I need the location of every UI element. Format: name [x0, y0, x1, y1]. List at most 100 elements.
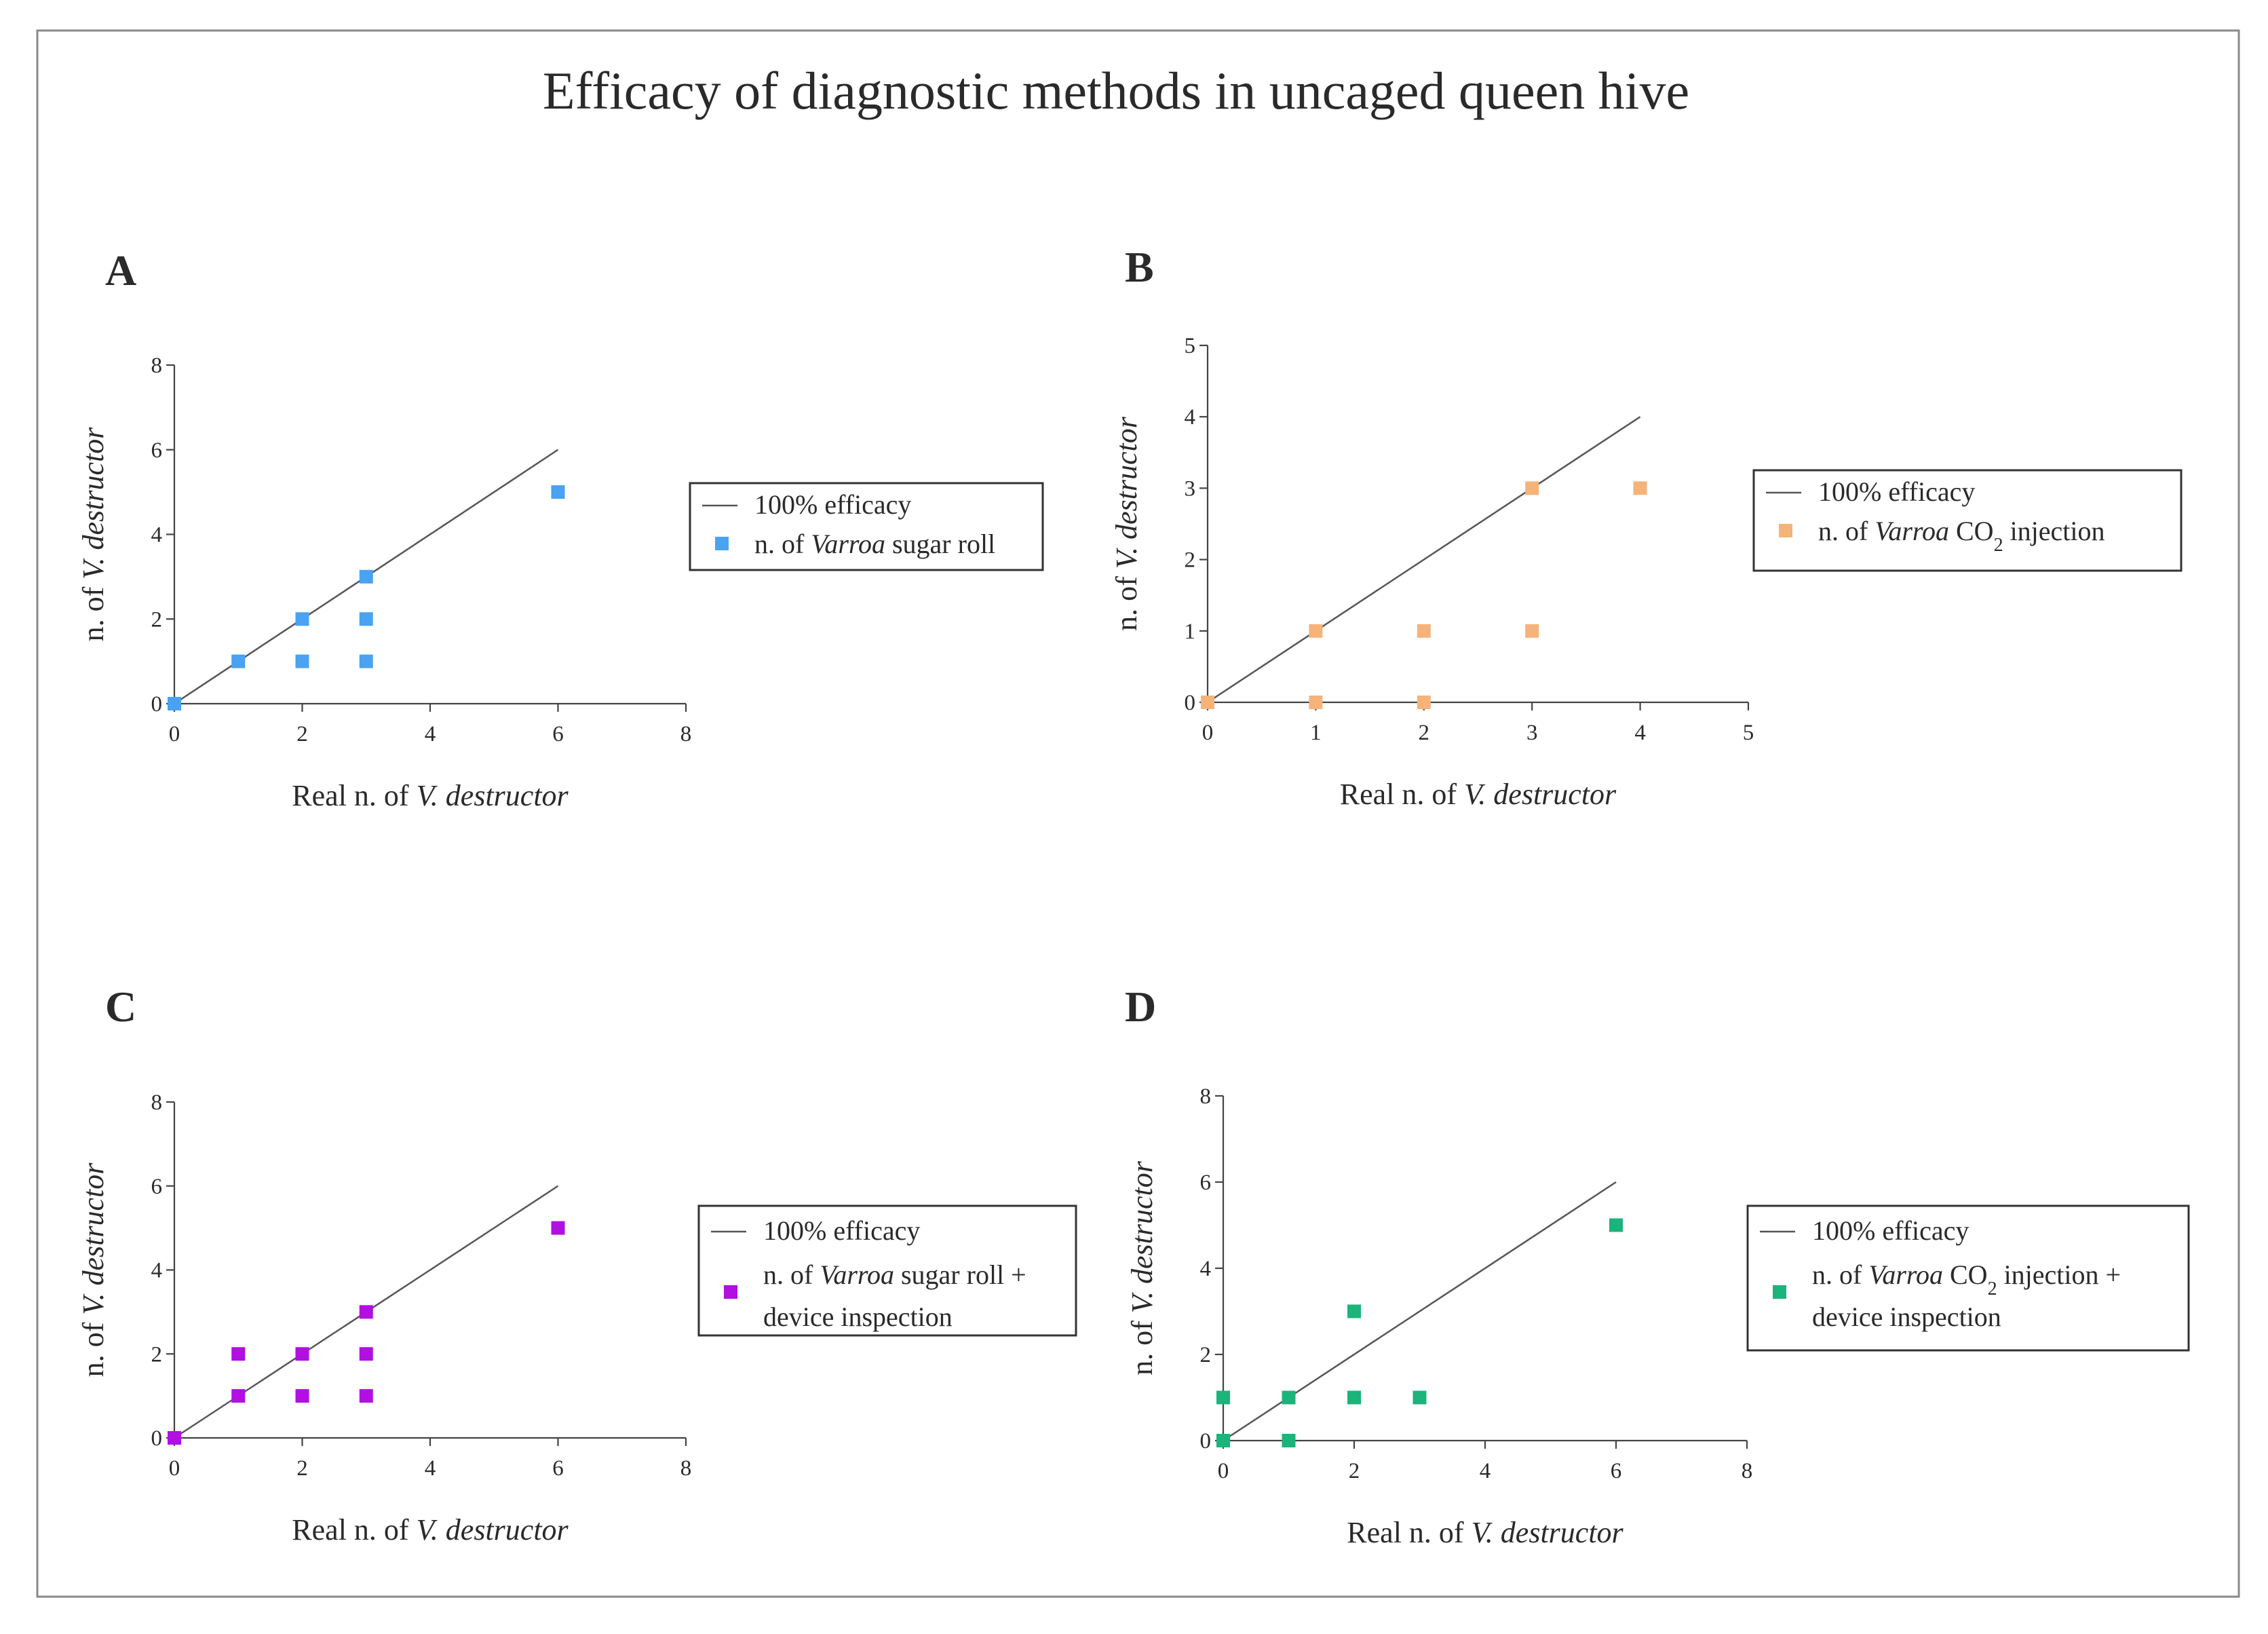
y-axis-title: n. of V. destructor — [1110, 416, 1143, 631]
x-tick-label: 8 — [680, 722, 692, 746]
legend-point-swatch — [715, 537, 729, 550]
x-tick-label: 6 — [1611, 1459, 1622, 1483]
legend-label-reference: 100% efficacy — [1812, 1215, 1969, 1246]
legend-box — [689, 482, 1044, 571]
x-tick-label: 2 — [1349, 1459, 1360, 1483]
y-tick-label: 2 — [1200, 1343, 1212, 1367]
data-point — [1309, 696, 1323, 709]
panel-label-d: D — [1125, 983, 1156, 1031]
data-point — [1525, 481, 1539, 495]
data-point — [1282, 1390, 1296, 1405]
legend-label-reference: 100% efficacy — [1818, 476, 1975, 507]
data-point — [1525, 624, 1539, 638]
legend-box — [697, 1204, 1077, 1337]
panel-d: D 0 2 4 6 8 0 2 4 6 8 Real n. of V. destructor n. of… — [1125, 983, 2190, 1549]
panel-b: B 0 1 2 3 4 5 0 1 2 3 4 5 Real n. of V. destructor n. … — [1110, 243, 2183, 811]
data-point — [359, 569, 373, 584]
data-point — [1609, 1218, 1623, 1232]
data-point — [1412, 1390, 1427, 1405]
legend-label-series: n. of Varroa sugar roll — [754, 529, 995, 559]
y-tick-label: 4 — [1185, 405, 1196, 430]
y-tick-label: 0 — [151, 692, 163, 717]
data-point — [359, 612, 373, 626]
y-tick-label: 2 — [151, 1342, 163, 1367]
data-point — [295, 654, 309, 668]
x-tick-label: 4 — [425, 1456, 436, 1481]
data-point — [359, 654, 373, 668]
y-tick-label: 8 — [151, 354, 163, 378]
data-point — [295, 612, 309, 626]
x-tick-label: 4 — [1480, 1459, 1491, 1483]
legend-label-series: n. of Varroa CO2 injection + — [1812, 1259, 2121, 1299]
data-point — [551, 485, 565, 499]
y-tick-label: 4 — [151, 523, 163, 548]
y-tick-label: 0 — [1185, 691, 1196, 715]
y-tick-label: 2 — [151, 607, 163, 632]
legend-point-swatch — [1773, 1285, 1786, 1299]
data-point — [231, 1389, 246, 1403]
data-point — [1633, 481, 1647, 495]
legend: 100% efficacy n. of Varroa sugar roll + de… — [697, 1204, 1077, 1337]
x-tick-label: 6 — [552, 1456, 564, 1481]
data-point — [1417, 696, 1431, 709]
x-axis-title: Real n. of V. destructor — [292, 779, 569, 812]
data-point — [231, 654, 246, 668]
data-point — [551, 1221, 565, 1235]
legend-label-reference: 100% efficacy — [763, 1215, 920, 1246]
y-tick-label: 0 — [1200, 1429, 1212, 1454]
y-tick-label: 6 — [151, 1175, 163, 1199]
y-tick-label: 0 — [151, 1426, 163, 1451]
y-tick-label: 4 — [151, 1259, 163, 1283]
y-tick-label: 6 — [1200, 1171, 1212, 1195]
legend: 100% efficacy n. of Varroa CO2 injection … — [1746, 1204, 2190, 1352]
panel-label-c: C — [105, 983, 136, 1031]
data-point — [1282, 1434, 1296, 1447]
data-point — [168, 697, 181, 710]
data-point — [359, 1389, 373, 1403]
legend-point-swatch — [724, 1285, 737, 1299]
data-point — [1216, 1390, 1230, 1405]
x-tick-label: 0 — [1202, 721, 1214, 745]
legend-label-series-cont: device inspection — [1812, 1302, 2001, 1332]
panels: A 0 2 4 6 8 0 2 4 6 8 Real n. of V. destructor n. of… — [77, 243, 2190, 1549]
y-tick-label: 6 — [151, 438, 163, 463]
x-tick-label: 2 — [296, 722, 308, 746]
y-tick-label: 3 — [1185, 476, 1196, 501]
y-tick-label: 8 — [151, 1090, 163, 1115]
legend-box — [1746, 1204, 2190, 1352]
data-point — [1347, 1304, 1361, 1318]
x-tick-label: 0 — [1218, 1459, 1229, 1483]
legend: 100% efficacy n. of Varroa CO2 injection — [1752, 469, 2183, 572]
y-tick-label: 5 — [1185, 334, 1196, 358]
data-point — [168, 1431, 181, 1445]
legend-label-reference: 100% efficacy — [754, 489, 911, 520]
data-point — [1216, 1434, 1230, 1447]
data-point — [359, 1347, 373, 1361]
x-tick-label: 6 — [552, 722, 564, 746]
x-tick-label: 4 — [425, 722, 436, 746]
legend-label-series: n. of Varroa sugar roll + — [763, 1259, 1026, 1290]
x-tick-label: 8 — [1742, 1459, 1753, 1483]
x-tick-label: 8 — [680, 1456, 692, 1481]
efficacy-reference-line — [1207, 416, 1641, 704]
x-axis-title: Real n. of V. destructor — [1347, 1516, 1623, 1549]
x-axis-title: Real n. of V. destructor — [1340, 778, 1617, 811]
legend-label-series-cont: device inspection — [763, 1302, 953, 1332]
x-tick-label: 1 — [1310, 721, 1322, 745]
x-tick-label: 5 — [1743, 721, 1754, 745]
x-tick-label: 2 — [296, 1456, 308, 1481]
data-point — [1347, 1390, 1361, 1405]
data-point — [295, 1389, 309, 1403]
panel-c: C 0 2 4 6 8 0 2 4 6 8 Real n. of V. destructor n. of… — [77, 983, 1077, 1546]
data-point — [359, 1305, 373, 1319]
x-axis-title: Real n. of V. destructor — [292, 1513, 569, 1546]
y-tick-label: 8 — [1200, 1084, 1212, 1109]
x-tick-label: 0 — [169, 722, 180, 746]
y-tick-label: 1 — [1185, 620, 1196, 644]
figure-frame — [36, 29, 2240, 1598]
figure-title: Efficacy of diagnostic methods in uncage… — [543, 61, 1689, 120]
x-tick-label: 4 — [1634, 721, 1646, 745]
y-axis-title: n. of V. destructor — [77, 1162, 110, 1378]
panel-label-b: B — [1125, 243, 1154, 291]
